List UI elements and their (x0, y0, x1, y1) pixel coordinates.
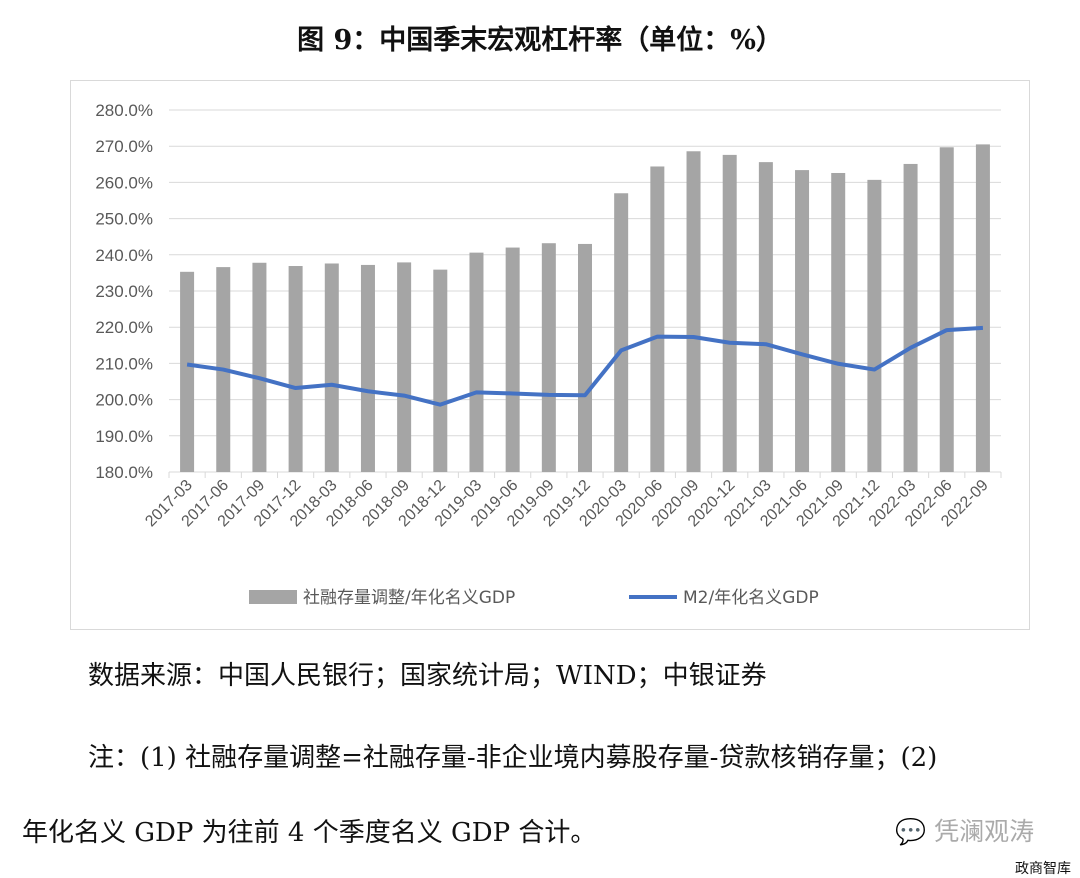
bar (903, 163, 918, 473)
bar (433, 269, 448, 472)
bar (614, 193, 629, 472)
y-tick-label: 240.0% (95, 246, 153, 265)
bar (397, 262, 412, 472)
bar (831, 172, 846, 472)
y-tick-label: 230.0% (95, 282, 153, 301)
watermark: 💬 凭澜观涛 (895, 812, 1034, 848)
bar (758, 162, 773, 472)
watermark-text: 凭澜观涛 (934, 817, 1035, 846)
bar (686, 151, 701, 472)
wechat-icon: 💬 (895, 817, 927, 846)
bar (360, 264, 375, 472)
note-line-2: 年化名义 GDP 为往前 4 个季度名义 GDP 合计。 (22, 818, 597, 848)
bar (722, 154, 737, 472)
bar (795, 170, 810, 472)
bar (578, 243, 592, 472)
bar (867, 179, 882, 472)
bar (939, 147, 954, 472)
legend-line-label: M2/年化名义GDP (683, 588, 819, 608)
y-tick-label: 180.0% (95, 463, 153, 482)
bar (180, 271, 195, 472)
y-tick-label: 220.0% (95, 318, 153, 337)
note-line-1: 注：(1) 社融存量调整=社融存量-非企业境内募股存量-贷款核销存量；(2) (88, 743, 938, 773)
y-tick-label: 250.0% (95, 210, 153, 229)
bar (469, 252, 484, 472)
combo-chart: 180.0% 190.0% 200.0% 210.0% 220.0% 230.0% 240.… (95, 101, 1002, 608)
y-tick-label: 260.0% (95, 173, 153, 192)
chart-title: 图 9：中国季末宏观杠杆率（单位：%） (297, 25, 783, 56)
legend-bar-label: 社融存量调整/年化名义GDP (303, 588, 515, 608)
bar (252, 262, 267, 472)
bar (975, 144, 990, 472)
source-text: 数据来源：中国人民银行；国家统计局；WIND；中银证券 (88, 661, 767, 691)
chart-area: 180.0% 190.0% 200.0% 210.0% 220.0% 230.0% 240.… (70, 80, 1030, 630)
bar (650, 166, 665, 473)
bar (324, 263, 339, 472)
watermark-2: 政商智库 (1015, 861, 1071, 877)
legend-bar-swatch (249, 590, 297, 604)
y-tick-label: 270.0% (95, 137, 153, 156)
y-tick-label: 280.0% (95, 101, 153, 120)
bar (505, 247, 520, 472)
bar (541, 243, 556, 472)
y-tick-label: 210.0% (95, 354, 153, 373)
y-tick-label: 190.0% (95, 427, 153, 446)
bar (288, 266, 303, 472)
y-tick-label: 200.0% (95, 391, 153, 410)
